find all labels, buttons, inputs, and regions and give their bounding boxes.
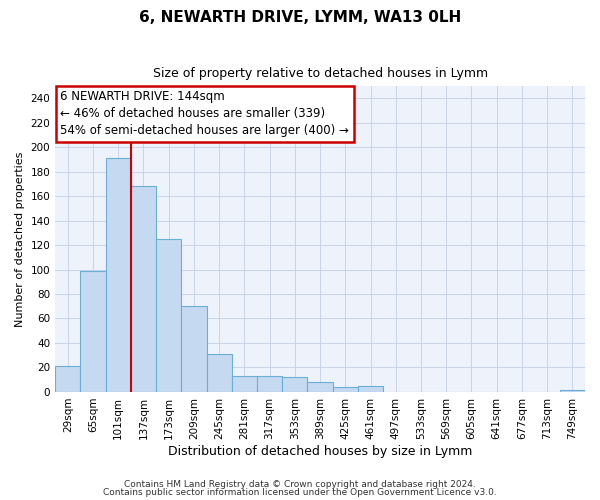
Bar bbox=[206, 354, 232, 392]
Bar bbox=[358, 386, 383, 392]
Y-axis label: Number of detached properties: Number of detached properties bbox=[15, 151, 25, 326]
Title: Size of property relative to detached houses in Lymm: Size of property relative to detached ho… bbox=[152, 68, 488, 80]
Text: Contains HM Land Registry data © Crown copyright and database right 2024.: Contains HM Land Registry data © Crown c… bbox=[124, 480, 476, 489]
Bar bbox=[560, 390, 585, 392]
X-axis label: Distribution of detached houses by size in Lymm: Distribution of detached houses by size … bbox=[168, 444, 472, 458]
Bar bbox=[106, 158, 131, 392]
Bar bbox=[282, 378, 307, 392]
Bar bbox=[55, 366, 80, 392]
Bar bbox=[232, 376, 257, 392]
Text: 6, NEWARTH DRIVE, LYMM, WA13 0LH: 6, NEWARTH DRIVE, LYMM, WA13 0LH bbox=[139, 10, 461, 25]
Text: 6 NEWARTH DRIVE: 144sqm
← 46% of detached houses are smaller (339)
54% of semi-d: 6 NEWARTH DRIVE: 144sqm ← 46% of detache… bbox=[61, 90, 349, 138]
Bar bbox=[332, 387, 358, 392]
Bar bbox=[131, 186, 156, 392]
Bar bbox=[257, 376, 282, 392]
Bar bbox=[181, 306, 206, 392]
Bar bbox=[156, 239, 181, 392]
Bar bbox=[80, 270, 106, 392]
Bar bbox=[307, 382, 332, 392]
Text: Contains public sector information licensed under the Open Government Licence v3: Contains public sector information licen… bbox=[103, 488, 497, 497]
